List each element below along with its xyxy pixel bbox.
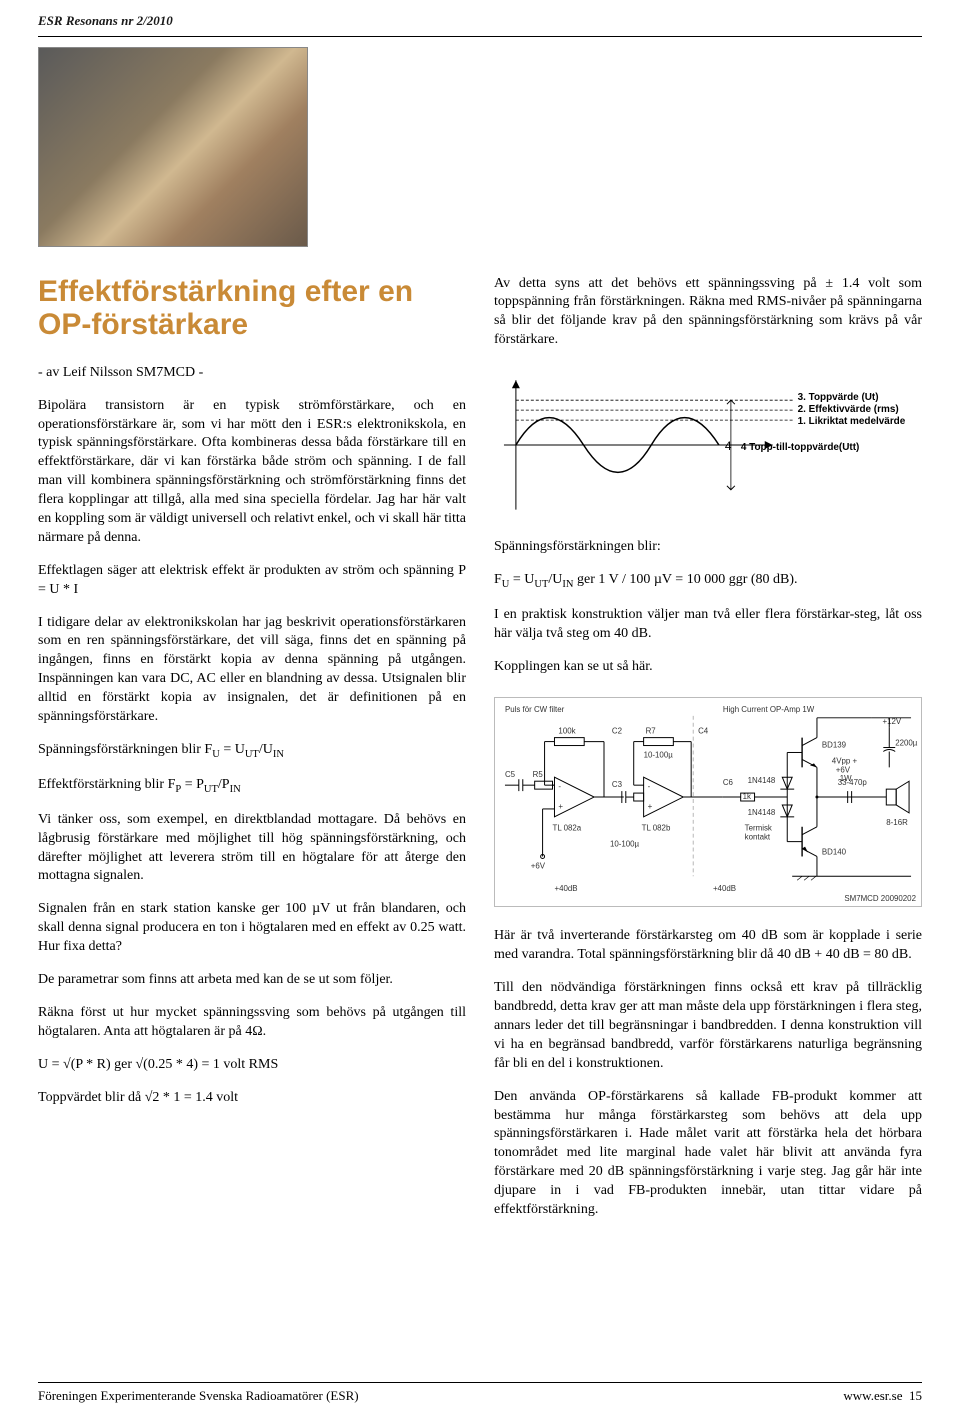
formula-gain-calc: FU = UUT/UIN ger 1 V / 100 µV = 10 000 g… [494, 571, 922, 592]
para-opamp-desc: I tidigare delar av elektronikskolan har… [38, 614, 466, 727]
svg-text:C3: C3 [612, 780, 623, 789]
svg-text:1. Likriktat medelvärde: 1. Likriktat medelvärde [798, 416, 906, 427]
svg-text:4 Topp-till-toppvärde(Utt): 4 Topp-till-toppvärde(Utt) [741, 442, 860, 453]
para-intro: Bipolära transistorn är en typisk strömf… [38, 397, 466, 548]
svg-text:4Vpp +: 4Vpp + [832, 756, 858, 765]
page-number: 15 [909, 1388, 922, 1403]
svg-text:TL 082b: TL 082b [642, 823, 671, 832]
svg-text:Termisk: Termisk [745, 823, 772, 832]
svg-text:High Current OP-Amp 1W: High Current OP-Amp 1W [723, 704, 815, 713]
svg-text:-: - [558, 782, 561, 791]
svg-text:Puls för CW filter: Puls för CW filter [505, 704, 565, 713]
svg-text:C2: C2 [612, 726, 622, 735]
para-power-law: Effektlagen säger att elektrisk effekt ä… [38, 562, 466, 600]
article-title: Effektförstärkning efter en OP-förstärka… [38, 275, 466, 342]
svg-text:2. Effektivvärde (rms): 2. Effektivvärde (rms) [798, 404, 899, 415]
formula-rms: U = √(P * R) ger √(0.25 * 4) = 1 volt RM… [38, 1056, 466, 1075]
svg-text:2200µ: 2200µ [895, 738, 918, 747]
para-swing-req: Av detta syns att det behövs ett spännin… [494, 275, 922, 351]
page-footer: Föreningen Experimenterande Svenska Radi… [38, 1382, 922, 1405]
para-two-inverting: Här är två inverterande förstärkarsteg o… [494, 927, 922, 965]
svg-text:1N4148: 1N4148 [748, 776, 776, 785]
svg-text:4: 4 [725, 439, 732, 453]
svg-text:kontakt: kontakt [745, 832, 771, 841]
left-column: Effektförstärkning efter en OP-förstärka… [38, 275, 466, 1234]
svg-text:+6V: +6V [531, 861, 546, 870]
author-photo [38, 47, 308, 247]
svg-text:+40dB: +40dB [713, 884, 736, 893]
waveform-figure: 3. Toppvärde (Ut) 2. Effektivvärde (rms)… [494, 370, 922, 515]
svg-text:C4: C4 [698, 726, 709, 735]
svg-text:+: + [648, 801, 653, 810]
byline: - av Leif Nilsson SM7MCD - [38, 364, 466, 383]
svg-text:+6V: +6V [836, 765, 851, 774]
svg-text:+: + [558, 801, 563, 810]
svg-text:+40dB: +40dB [554, 884, 577, 893]
formula-power-gain: Effektförstärkning blir FP = PUT/PIN [38, 776, 466, 797]
svg-text:3. Toppvärde (Ut): 3. Toppvärde (Ut) [798, 392, 879, 403]
svg-text:BD139: BD139 [822, 740, 847, 749]
svg-text:TL 082a: TL 082a [552, 823, 581, 832]
header-rule [38, 36, 922, 37]
svg-text:C5: C5 [505, 770, 516, 779]
para-fb-product: Den använda OP-förstärkarens så kallade … [494, 1088, 922, 1220]
para-example: Vi tänker oss, som exempel, en direktbla… [38, 811, 466, 887]
para-signal: Signalen från en stark station kanske ge… [38, 900, 466, 957]
svg-text:10-100µ: 10-100µ [644, 750, 674, 759]
para-calc-swing: Räkna först ut hur mycket spänningssving… [38, 1004, 466, 1042]
svg-text:-: - [648, 782, 651, 791]
footer-org: Föreningen Experimenterande Svenska Radi… [38, 1387, 359, 1405]
svg-text:C6: C6 [723, 778, 734, 787]
schematic-figure: Puls för CW filter High Current OP-Amp 1… [494, 697, 922, 907]
svg-text:SM7MCD 20090202: SM7MCD 20090202 [844, 894, 916, 903]
svg-text:8-16R: 8-16R [886, 817, 908, 826]
formula-peak: Toppvärdet blir då √2 * 1 = 1.4 volt [38, 1089, 466, 1108]
body-columns: Effektförstärkning efter en OP-förstärka… [38, 275, 922, 1234]
svg-text:10-100µ: 10-100µ [610, 839, 640, 848]
para-schematic-intro: Kopplingen kan se ut så här. [494, 658, 922, 677]
para-gain-result-label: Spänningsförstärkningen blir: [494, 538, 922, 557]
svg-text:R5: R5 [533, 770, 544, 779]
para-params: De parametrar som finns att arbeta med k… [38, 971, 466, 990]
issue-header: ESR Resonans nr 2/2010 [38, 12, 922, 30]
svg-text:BD140: BD140 [822, 847, 847, 856]
svg-text:100k: 100k [558, 726, 575, 735]
footer-rule [38, 1382, 922, 1383]
svg-text:R7: R7 [646, 726, 656, 735]
para-bandwidth: Till den nödvändiga förstärkningen finns… [494, 979, 922, 1073]
right-column: Av detta syns att det behövs ett spännin… [494, 275, 922, 1234]
svg-text:1W: 1W [840, 774, 852, 783]
formula-voltage-gain: Spänningsförstärkningen blir FU = UUT/UI… [38, 741, 466, 762]
para-two-stages: I en praktisk konstruktion väljer man tv… [494, 606, 922, 644]
svg-text:1N4148: 1N4148 [748, 807, 776, 816]
footer-url: www.esr.se [843, 1388, 902, 1403]
